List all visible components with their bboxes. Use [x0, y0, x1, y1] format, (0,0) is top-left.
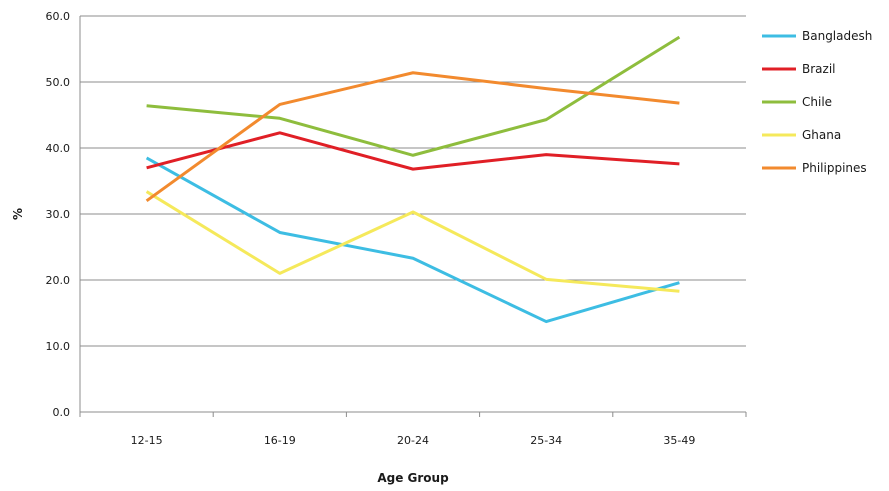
legend-label: Ghana	[802, 128, 841, 142]
x-tick-label: 20-24	[397, 434, 429, 447]
series-line-bangladesh	[145, 156, 680, 324]
y-tick-label: 30.0	[46, 208, 71, 221]
legend-label: Brazil	[802, 62, 836, 76]
legend-item-chile: Chile	[762, 95, 832, 109]
legend-item-brazil: Brazil	[762, 62, 836, 76]
legend-label: Chile	[802, 95, 832, 109]
x-tick-label: 16-19	[264, 434, 296, 447]
legend: Bangladesh Brazil Chile Ghana Philippines	[762, 29, 872, 175]
x-axis-title: Age Group	[377, 471, 449, 485]
series-line-philippines	[145, 71, 680, 203]
y-tick-label: 60.0	[46, 10, 71, 23]
series-lines	[145, 35, 681, 324]
y-tick-label: 20.0	[46, 274, 71, 287]
legend-item-bangladesh: Bangladesh	[762, 29, 872, 43]
series-line-ghana	[145, 190, 680, 293]
legend-item-philippines: Philippines	[762, 161, 867, 175]
y-tick-label: 10.0	[46, 340, 71, 353]
x-tick-label: 12-15	[131, 434, 163, 447]
x-tick-label: 25-34	[530, 434, 562, 447]
y-tick-label: 40.0	[46, 142, 71, 155]
axes: 0.0 10.0 20.0 30.0 40.0 50.0 60.0 12-15 16-19 20-…	[46, 10, 747, 447]
legend-item-ghana: Ghana	[762, 128, 841, 142]
y-tick-label: 0.0	[53, 406, 71, 419]
legend-label: Bangladesh	[802, 29, 872, 43]
series-line-chile	[146, 35, 681, 157]
series-line-brazil	[146, 131, 680, 171]
y-axis-title: %	[11, 208, 25, 220]
gridlines	[80, 15, 746, 347]
y-tick-label: 50.0	[46, 76, 71, 89]
x-tick-label: 35-49	[663, 434, 695, 447]
legend-label: Philippines	[802, 161, 867, 175]
